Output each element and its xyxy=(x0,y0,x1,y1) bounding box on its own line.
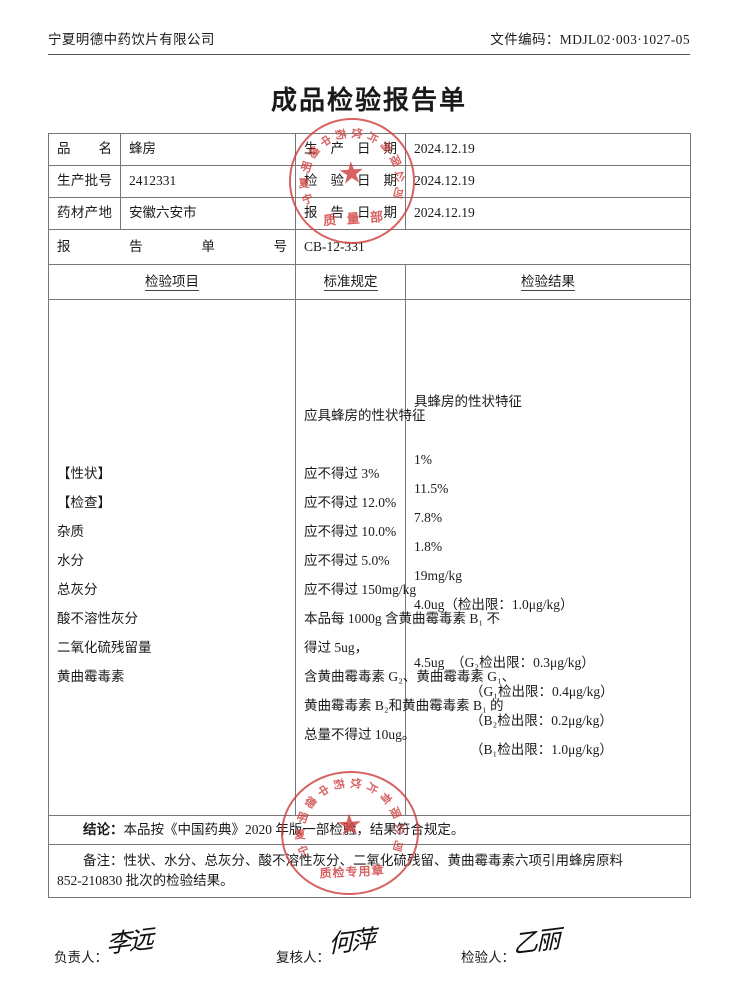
aflatoxin-standard-line: 总量不得过 10ug。 xyxy=(304,727,416,742)
item-standard: 应不得过 5.0% xyxy=(304,553,390,568)
table-row-origin: 药材产地 安徽六安市 报告日期 2024.12.19 xyxy=(48,197,691,230)
header-divider xyxy=(48,54,690,55)
item-name: 酸不溶性灰分 xyxy=(57,611,138,626)
column-header-item: 检验项目 xyxy=(48,264,296,300)
aflatoxin-standard-line: 黄曲霉毒素 B₂和黄曲霉毒素 B₁ 的 xyxy=(304,698,504,713)
item-standard: 应不得过 12.0% xyxy=(304,495,397,510)
label-report-no: 报告单号 xyxy=(48,229,296,265)
signature-handwriting: 何萍 xyxy=(327,924,375,959)
value-origin: 安徽六安市 xyxy=(120,197,296,230)
company-name: 宁夏明德中药饮片有限公司 xyxy=(48,32,215,47)
value-report-no: CB-12-331 xyxy=(295,229,691,265)
item-result: 11.5% xyxy=(414,480,449,496)
item-name: 二氧化硫残留量 xyxy=(57,640,152,655)
value-inspection-date: 2024.12.19 xyxy=(405,165,691,198)
item-standard: 应不得过 150mg/kg xyxy=(304,582,417,597)
item-name: 总灰分 xyxy=(57,582,98,597)
item-name: 杂质 xyxy=(57,524,84,539)
table-row-remark: 备注：性状、水分、总灰分、酸不溶性灰分、二氧化硫残留、黄曲霉毒素六项引用蜂房原料… xyxy=(48,844,691,898)
signature-label: 复核人： xyxy=(276,950,330,965)
table-row-body: 【性状】 【检查】 杂质 水分 总灰分 酸不溶性灰分 二氧化硫残留量 黄曲霉毒素… xyxy=(48,299,691,816)
item-result: 具蜂房的性状特征 xyxy=(414,393,522,409)
conclusion-label: 结论： xyxy=(83,821,124,837)
signature-handwriting: 乙丽 xyxy=(512,924,560,959)
item-result: 7.8% xyxy=(414,509,443,525)
signature-label: 负责人： xyxy=(54,950,108,965)
signature-reviewer: 复核人： 何萍 xyxy=(276,924,374,966)
aflatoxin-result-line: （B₂检出限：0.2μg/kg） xyxy=(470,712,613,728)
item-name: 【性状】 xyxy=(57,466,111,481)
label-production-date: 生产日期 xyxy=(295,133,406,166)
item-standard: 应不得过 3% xyxy=(304,466,380,481)
item-name: 黄曲霉毒素 xyxy=(57,669,125,684)
item-standard: 应具蜂房的性状特征 xyxy=(304,408,426,423)
report-table: 品 名 蜂房 生产日期 2024.12.19 生产批号 2412331 检验日期… xyxy=(48,133,691,898)
item-standard: 应不得过 10.0% xyxy=(304,524,397,539)
column-header-result-text: 检验结果 xyxy=(521,273,575,291)
conclusion-cell: 结论：本品按《中国药典》2020 年版一部检验，结果符合规定。 xyxy=(48,815,691,845)
label-origin: 药材产地 xyxy=(48,197,121,230)
value-product-name: 蜂房 xyxy=(120,133,296,166)
label-product-name: 品 名 xyxy=(48,133,121,166)
aflatoxin-standard-line: 本品每 1000g 含黄曲霉毒素 B₁ 不 xyxy=(304,611,500,626)
item-result: 1% xyxy=(414,451,432,467)
value-report-date: 2024.12.19 xyxy=(405,197,691,230)
value-batch: 2412331 xyxy=(120,165,296,198)
item-result xyxy=(414,416,682,445)
signature-handwriting: 李远 xyxy=(105,924,153,959)
cell-results: 具蜂房的性状特征 1% 11.5% 7.8% 1.8% 19mg/kg 4.0u… xyxy=(405,299,691,816)
aflatoxin-result-line: 4.0ug（检出限：1.0μg/kg） xyxy=(414,596,574,612)
item-result: 19mg/kg xyxy=(414,567,463,583)
aflatoxin-result-line: （G₁检出限：0.4μg/kg） xyxy=(470,683,614,699)
remark-line-1: 性状、水分、总灰分、酸不溶性灰分、二氧化硫残留、黄曲霉毒素六项引用蜂房原料 xyxy=(123,852,624,868)
table-row-report-no: 报告单号 CB-12-331 xyxy=(48,229,691,265)
label-report-date: 报告日期 xyxy=(295,197,406,230)
document-code: 文件编码：MDJL02·003·1027-05 xyxy=(490,32,690,47)
remark-label: 备注： xyxy=(83,852,124,868)
table-row-batch: 生产批号 2412331 检验日期 2024.12.19 xyxy=(48,165,691,198)
cell-items: 【性状】 【检查】 杂质 水分 总灰分 酸不溶性灰分 二氧化硫残留量 黄曲霉毒素 xyxy=(48,299,296,816)
aflatoxin-result-line: （B₁检出限：1.0μg/kg） xyxy=(470,741,613,757)
conclusion-text: 本品按《中国药典》2020 年版一部检验，结果符合规定。 xyxy=(123,821,465,837)
signature-label: 检验人： xyxy=(461,950,515,965)
item-standard xyxy=(304,430,397,459)
signature-responsible: 负责人： 李远 xyxy=(54,924,152,966)
column-header-result: 检验结果 xyxy=(405,264,691,300)
table-column-headers: 检验项目 标准规定 检验结果 xyxy=(48,264,691,300)
column-header-standard: 标准规定 xyxy=(295,264,406,300)
aflatoxin-result-line: 4.5ug （G₂检出限：0.3μg/kg） xyxy=(414,654,595,670)
item-result: 1.8% xyxy=(414,538,443,554)
aflatoxin-standard-line: 含黄曲霉毒素 G₂、黄曲霉毒素 G₁、 xyxy=(304,669,516,684)
remark-cell: 备注：性状、水分、总灰分、酸不溶性灰分、二氧化硫残留、黄曲霉毒素六项引用蜂房原料… xyxy=(48,844,691,898)
table-row-product: 品 名 蜂房 生产日期 2024.12.19 xyxy=(48,133,691,166)
label-inspection-date: 检验日期 xyxy=(295,165,406,198)
item-name: 水分 xyxy=(57,553,84,568)
table-row-conclusion: 结论：本品按《中国药典》2020 年版一部检验，结果符合规定。 xyxy=(48,815,691,845)
signature-row: 负责人： 李远 复核人： 何萍 检验人： 乙丽 xyxy=(48,924,690,978)
item-name: 【检查】 xyxy=(57,495,111,510)
page-title: 成品检验报告单 xyxy=(270,86,467,116)
remark-line-2: 852-210830 批次的检验结果。 xyxy=(57,873,234,888)
label-batch: 生产批号 xyxy=(48,165,121,198)
column-header-standard-text: 标准规定 xyxy=(323,273,378,291)
aflatoxin-standard-line: 得过 5ug， xyxy=(304,640,369,655)
value-production-date: 2024.12.19 xyxy=(405,133,691,166)
document-header: 宁夏明德中药饮片有限公司 文件编码：MDJL02·003·1027-05 xyxy=(48,28,690,54)
column-header-item-text: 检验项目 xyxy=(145,273,199,291)
cell-standards: 应具蜂房的性状特征 应不得过 3% 应不得过 12.0% 应不得过 10.0% … xyxy=(295,299,516,816)
signature-inspector: 检验人： 乙丽 xyxy=(461,924,559,966)
